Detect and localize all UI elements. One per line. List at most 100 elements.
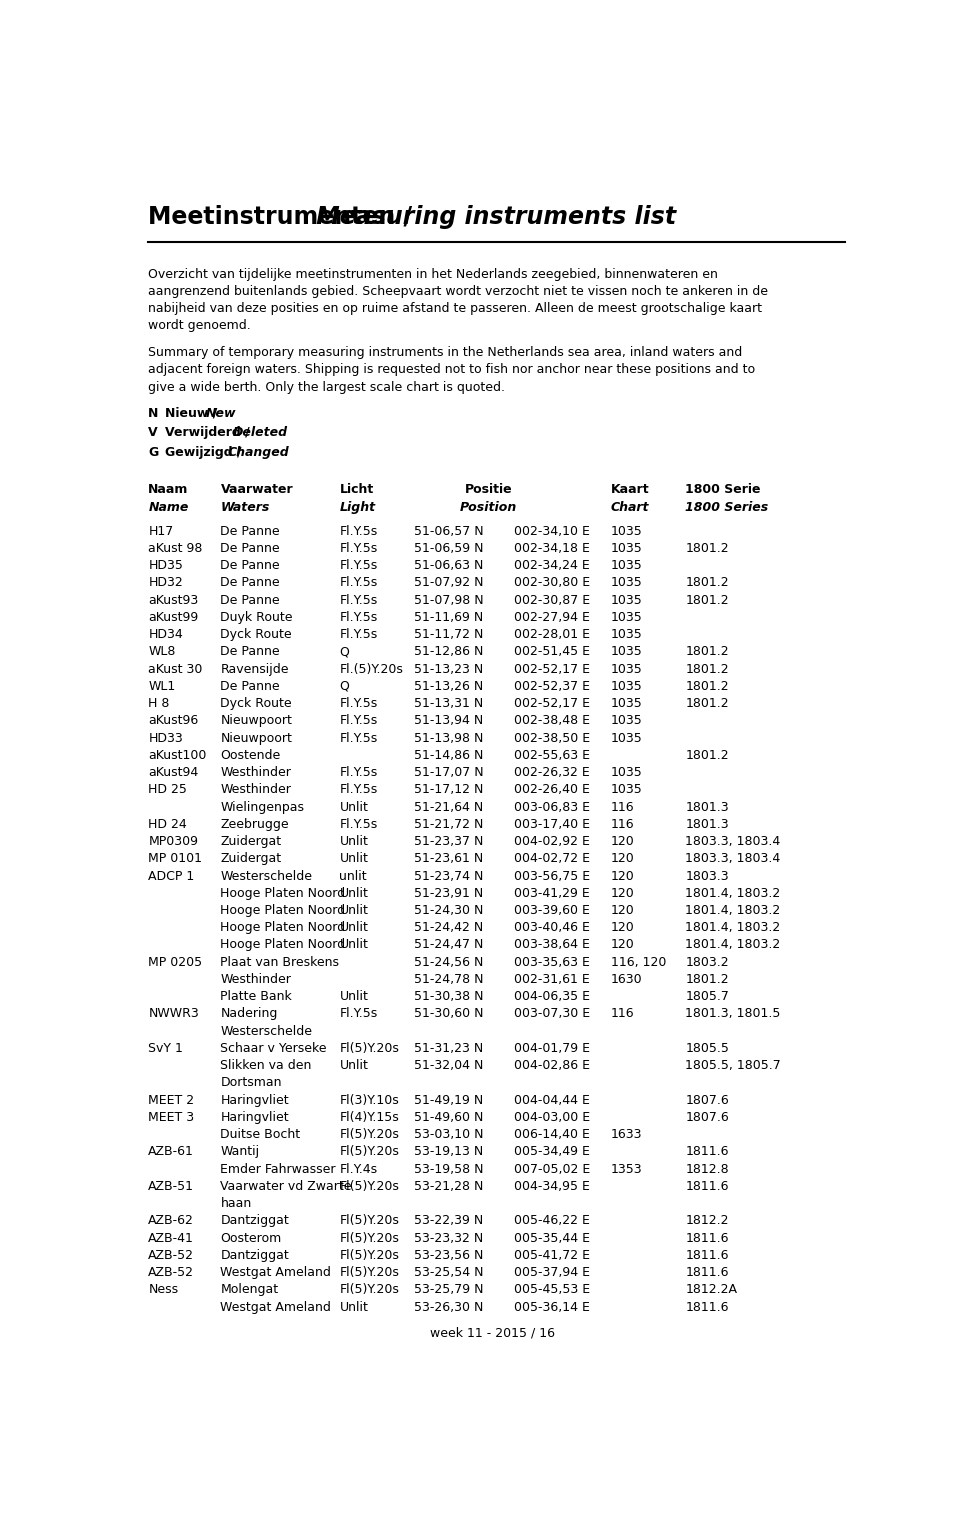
Text: 1811.6: 1811.6	[685, 1301, 729, 1313]
Text: Zeebrugge: Zeebrugge	[221, 819, 289, 831]
Text: Unlit: Unlit	[340, 903, 369, 917]
Text: ADCP 1: ADCP 1	[148, 870, 195, 882]
Text: Oostende: Oostende	[221, 749, 280, 763]
Text: Westhinder: Westhinder	[221, 784, 291, 796]
Text: De Panne: De Panne	[221, 646, 280, 658]
Text: 51-06,57 N: 51-06,57 N	[414, 525, 484, 537]
Text: 1035: 1035	[611, 560, 643, 572]
Text: 51-49,60 N: 51-49,60 N	[414, 1111, 483, 1124]
Text: 003-56,75 E: 003-56,75 E	[515, 870, 590, 882]
Text: 002-51,45 E: 002-51,45 E	[515, 646, 590, 658]
Text: 003-39,60 E: 003-39,60 E	[515, 903, 590, 917]
Text: 1801.2: 1801.2	[685, 576, 729, 590]
Text: Platte Bank: Platte Bank	[221, 990, 292, 1003]
Text: 1035: 1035	[611, 646, 643, 658]
Text: Fl(5)Y.20s: Fl(5)Y.20s	[340, 1232, 399, 1245]
Text: Waters: Waters	[221, 501, 270, 513]
Text: Unlit: Unlit	[340, 1059, 369, 1073]
Text: Zuidergat: Zuidergat	[221, 835, 281, 849]
Text: 002-38,50 E: 002-38,50 E	[515, 732, 590, 744]
Text: Nieuwpoort: Nieuwpoort	[221, 732, 292, 744]
Text: 51-13,31 N: 51-13,31 N	[414, 697, 483, 710]
Text: 002-34,24 E: 002-34,24 E	[515, 560, 590, 572]
Text: Unlit: Unlit	[340, 990, 369, 1003]
Text: Haringvliet: Haringvliet	[221, 1094, 289, 1106]
Text: 1803.3: 1803.3	[685, 870, 729, 882]
Text: MEET 2: MEET 2	[148, 1094, 194, 1106]
Text: Gewijzigd /: Gewijzigd /	[165, 446, 241, 460]
Text: 004-06,35 E: 004-06,35 E	[515, 990, 590, 1003]
Text: 51-13,94 N: 51-13,94 N	[414, 714, 483, 728]
Text: New: New	[205, 407, 236, 419]
Text: 51-24,47 N: 51-24,47 N	[414, 938, 483, 952]
Text: AZB-52: AZB-52	[148, 1248, 194, 1262]
Text: 116, 120: 116, 120	[611, 956, 666, 968]
Text: 120: 120	[611, 938, 635, 952]
Text: Deleted: Deleted	[232, 427, 288, 439]
Text: 002-55,63 E: 002-55,63 E	[515, 749, 590, 763]
Text: 007-05,02 E: 007-05,02 E	[515, 1162, 590, 1176]
Text: Westhinder: Westhinder	[221, 766, 291, 779]
Text: 1812.2: 1812.2	[685, 1215, 729, 1227]
Text: 51-21,64 N: 51-21,64 N	[414, 800, 483, 814]
Text: 003-06,83 E: 003-06,83 E	[515, 800, 590, 814]
Text: 1801.4, 1803.2: 1801.4, 1803.2	[685, 887, 780, 900]
Text: 51-23,37 N: 51-23,37 N	[414, 835, 483, 849]
Text: Unlit: Unlit	[340, 835, 369, 849]
Text: MEET 3: MEET 3	[148, 1111, 194, 1124]
Text: Duyk Route: Duyk Route	[221, 611, 293, 623]
Text: 51-11,72 N: 51-11,72 N	[414, 628, 483, 642]
Text: Fl.Y.5s: Fl.Y.5s	[340, 611, 377, 623]
Text: 005-34,49 E: 005-34,49 E	[515, 1145, 590, 1159]
Text: Fl.Y.4s: Fl.Y.4s	[340, 1162, 377, 1176]
Text: 51-32,04 N: 51-32,04 N	[414, 1059, 483, 1073]
Text: 51-17,07 N: 51-17,07 N	[414, 766, 484, 779]
Text: HD 25: HD 25	[148, 784, 187, 796]
Text: Emder Fahrwasser: Emder Fahrwasser	[221, 1162, 336, 1176]
Text: 1801.3: 1801.3	[685, 819, 729, 831]
Text: Dortsman: Dortsman	[221, 1076, 282, 1089]
Text: Fl(4)Y.15s: Fl(4)Y.15s	[340, 1111, 399, 1124]
Text: 004-01,79 E: 004-01,79 E	[515, 1042, 590, 1055]
Text: 002-28,01 E: 002-28,01 E	[515, 628, 590, 642]
Text: 120: 120	[611, 870, 635, 882]
Text: Fl.Y.5s: Fl.Y.5s	[340, 593, 377, 607]
Text: Measuring instruments list: Measuring instruments list	[308, 204, 677, 228]
Text: Changed: Changed	[228, 446, 289, 460]
Text: AZB-52: AZB-52	[148, 1266, 194, 1278]
Text: Fl.Y.5s: Fl.Y.5s	[340, 542, 377, 555]
Text: Plaat van Breskens: Plaat van Breskens	[221, 956, 340, 968]
Text: Hooge Platen Noord: Hooge Platen Noord	[221, 921, 346, 934]
Text: De Panne: De Panne	[221, 576, 280, 590]
Text: nabijheid van deze posities en op ruime afstand te passeren. Alleen de meest gro: nabijheid van deze posities en op ruime …	[148, 303, 762, 315]
Text: 51-23,91 N: 51-23,91 N	[414, 887, 483, 900]
Text: 53-21,28 N: 53-21,28 N	[414, 1180, 483, 1192]
Text: 51-30,38 N: 51-30,38 N	[414, 990, 484, 1003]
Text: Fl.Y.5s: Fl.Y.5s	[340, 819, 377, 831]
Text: 1805.7: 1805.7	[685, 990, 730, 1003]
Text: 003-07,30 E: 003-07,30 E	[515, 1008, 590, 1020]
Text: 1805.5, 1805.7: 1805.5, 1805.7	[685, 1059, 781, 1073]
Text: 002-27,94 E: 002-27,94 E	[515, 611, 590, 623]
Text: 004-04,44 E: 004-04,44 E	[515, 1094, 590, 1106]
Text: 1035: 1035	[611, 766, 643, 779]
Text: 1035: 1035	[611, 663, 643, 676]
Text: 1801.2: 1801.2	[685, 973, 729, 986]
Text: AZB-51: AZB-51	[148, 1180, 194, 1192]
Text: Dantziggat: Dantziggat	[221, 1215, 289, 1227]
Text: HD 24: HD 24	[148, 819, 187, 831]
Text: HD32: HD32	[148, 576, 183, 590]
Text: 1801.3: 1801.3	[685, 800, 729, 814]
Text: Unlit: Unlit	[340, 887, 369, 900]
Text: 1807.6: 1807.6	[685, 1111, 730, 1124]
Text: Fl(5)Y.20s: Fl(5)Y.20s	[340, 1283, 399, 1297]
Text: MP 0101: MP 0101	[148, 852, 203, 865]
Text: 51-06,63 N: 51-06,63 N	[414, 560, 483, 572]
Text: Unlit: Unlit	[340, 1301, 369, 1313]
Text: Westerschelde: Westerschelde	[221, 870, 312, 882]
Text: WL1: WL1	[148, 679, 176, 693]
Text: Meetinstrumenten /: Meetinstrumenten /	[148, 204, 413, 228]
Text: 1803.3, 1803.4: 1803.3, 1803.4	[685, 835, 780, 849]
Text: 51-49,19 N: 51-49,19 N	[414, 1094, 483, 1106]
Text: 002-31,61 E: 002-31,61 E	[515, 973, 590, 986]
